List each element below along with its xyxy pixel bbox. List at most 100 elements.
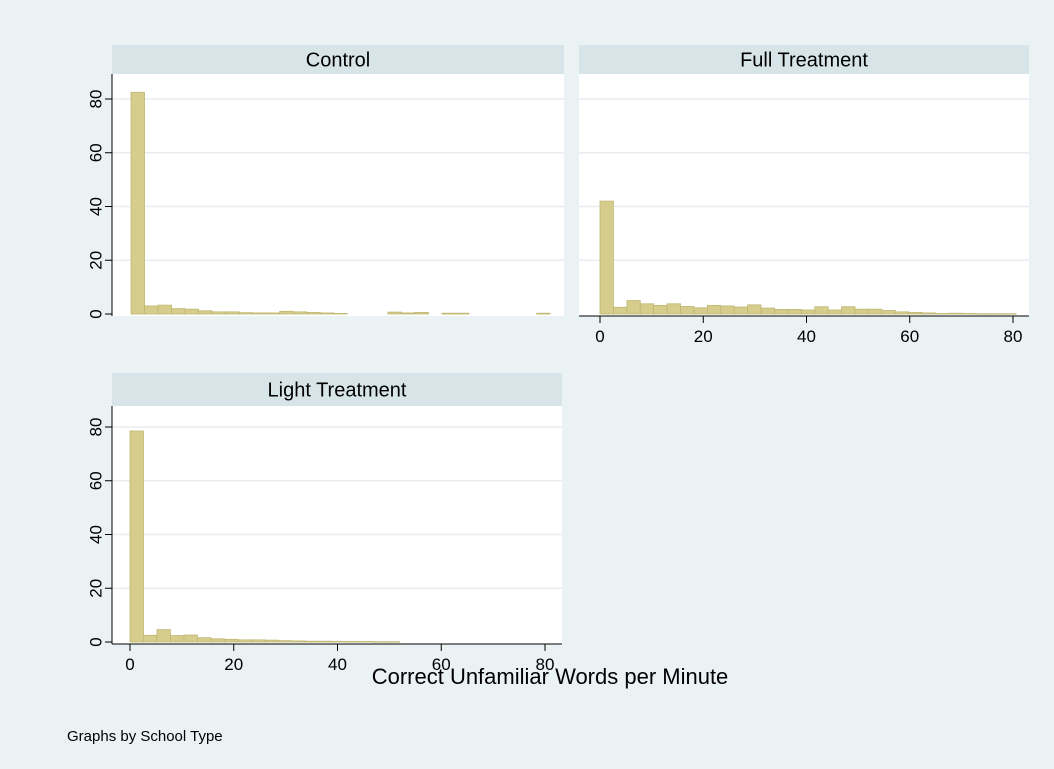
histogram-bar: [536, 312, 551, 315]
y-tick-label: 40: [87, 197, 106, 216]
histogram-bar: [613, 306, 628, 315]
histogram-bar: [653, 304, 668, 315]
histogram-bars: [130, 91, 551, 315]
histogram-bar: [881, 310, 896, 315]
histogram-bar: [706, 304, 722, 315]
histogram-bar: [894, 311, 910, 315]
histogram-bar: [414, 311, 429, 315]
y-tick-label: 0: [87, 637, 106, 646]
y-axis: 0 20 40 60 80: [87, 74, 113, 319]
y-tick-label: 80: [87, 418, 106, 437]
histogram-bar: [908, 311, 923, 315]
histogram-bar: [680, 306, 695, 315]
x-tick-label: 60: [432, 655, 451, 674]
histogram-bar: [975, 313, 990, 315]
histogram-bar: [747, 304, 762, 315]
x-tick-label: 60: [900, 327, 919, 346]
histogram-bar: [400, 312, 416, 315]
histogram-bar: [318, 640, 333, 643]
histogram-bar: [599, 200, 614, 315]
histogram-bar: [988, 313, 1004, 315]
histogram-bar: [210, 638, 225, 643]
histogram-bar: [224, 638, 239, 643]
histogram-bar: [358, 641, 374, 643]
histogram-bar: [291, 640, 306, 643]
histogram-bar: [279, 310, 294, 315]
y-tick-label: 40: [87, 525, 106, 544]
histogram-bar: [455, 312, 470, 315]
histogram-bar: [626, 300, 641, 315]
histogram-bar: [306, 311, 321, 315]
histogram-bar: [948, 312, 963, 315]
histogram-bar: [868, 308, 883, 315]
histogram-bar: [265, 312, 281, 315]
x-tick-label: 0: [595, 327, 604, 346]
histogram-bar: [319, 312, 335, 315]
histogram-bars: [129, 430, 401, 643]
histogram-bar: [156, 629, 171, 643]
histogram-bar: [814, 306, 829, 315]
histogram-bar: [130, 91, 145, 315]
histogram-bar: [129, 430, 144, 643]
panel-title-strip: [579, 45, 1029, 74]
histogram-bar: [237, 639, 252, 643]
gridlines: [112, 98, 564, 261]
graph-note: Graphs by School Type: [67, 728, 223, 745]
histogram-bar: [277, 640, 293, 643]
histogram-bar: [935, 313, 950, 315]
histogram-bar: [639, 303, 655, 315]
histogram-bar: [225, 311, 240, 315]
panel-title-strip: [112, 373, 562, 406]
histogram-bar: [264, 639, 279, 643]
histogram-bar: [1002, 313, 1017, 315]
y-tick-label: 80: [87, 90, 106, 109]
histogram-bar: [827, 309, 843, 315]
panel-light-treatment: Light Treatment 0 20 40 60 80 0 20 40 60 80: [87, 373, 562, 674]
histogram-bar: [841, 306, 856, 315]
y-axis: 0 20 40 60 80: [87, 406, 113, 647]
histogram-bar: [250, 639, 266, 643]
histogram-bar: [292, 311, 308, 315]
x-tick-label: 20: [694, 327, 713, 346]
histogram-bar: [962, 313, 977, 315]
plot-area: [112, 406, 562, 644]
panel-control: Control 0 20 40 60 80: [87, 45, 564, 319]
histogram-bar: [331, 641, 347, 643]
gridlines: [579, 98, 1029, 261]
y-tick-label: 20: [87, 579, 106, 598]
histogram-bar: [304, 640, 320, 643]
panel-title: Light Treatment: [268, 380, 407, 402]
x-tick-label: 20: [224, 655, 243, 674]
histogram-bar: [854, 308, 869, 315]
histogram-bar: [211, 311, 227, 315]
histogram-bar: [184, 308, 200, 315]
histogram-bar: [774, 309, 789, 315]
histogram-bar: [733, 306, 749, 315]
y-tick-label: 60: [87, 143, 106, 162]
histogram-bar: [143, 634, 158, 643]
histogram-bar: [385, 641, 401, 643]
plot-area: [112, 74, 564, 316]
y-tick-label: 0: [87, 309, 106, 318]
gridlines: [112, 426, 562, 589]
panel-title: Control: [306, 50, 370, 72]
x-tick-label: 80: [536, 655, 555, 674]
y-tick-label: 20: [87, 251, 106, 270]
plot-area: [579, 74, 1029, 316]
histogram-bar: [252, 312, 267, 315]
histogram-bar: [170, 635, 185, 643]
histogram-bar: [800, 309, 816, 315]
histogram-bar: [171, 308, 186, 315]
histogram-bar: [345, 641, 360, 643]
x-tick-label: 80: [1004, 327, 1023, 346]
x-tick-label: 0: [125, 655, 134, 674]
histogram-bar: [387, 311, 402, 315]
panel-title: Full Treatment: [740, 50, 868, 72]
histogram-bar: [760, 307, 775, 315]
histogram-bars: [599, 200, 1017, 315]
y-tick-label: 60: [87, 471, 106, 490]
histogram-bar: [144, 305, 159, 315]
histogram-bar: [197, 637, 212, 643]
histogram-bar: [666, 303, 681, 315]
